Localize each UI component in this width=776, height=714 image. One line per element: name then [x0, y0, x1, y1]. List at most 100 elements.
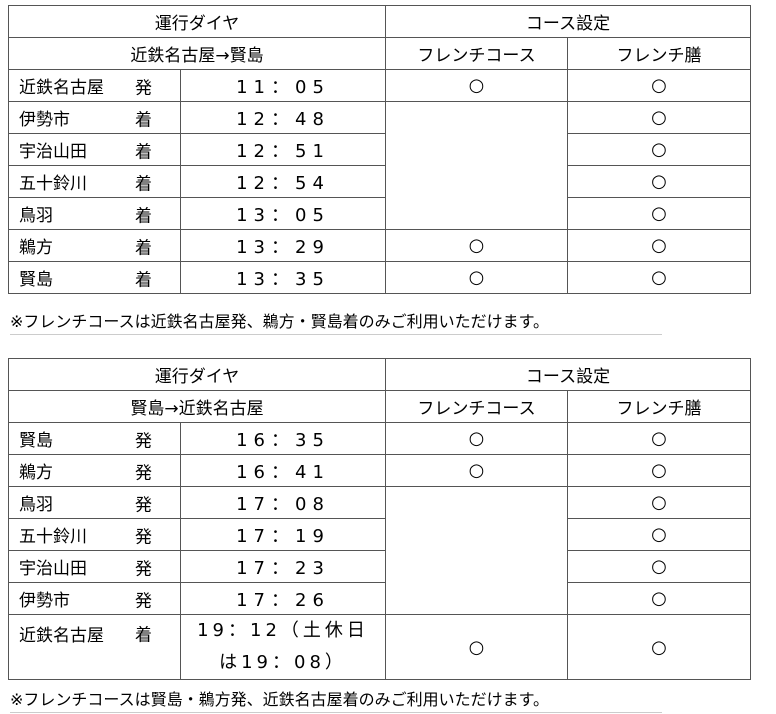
- time-cell: 17：19: [180, 518, 386, 551]
- course-cell: ○: [385, 422, 568, 455]
- arr-dep: 着: [135, 206, 152, 226]
- arr-dep: 発: [135, 591, 152, 611]
- time-cell: 12：51: [180, 133, 386, 166]
- arr-dep: 着: [135, 625, 152, 646]
- station-name: 伊勢市: [19, 110, 70, 130]
- table-row: 鵜方着 13：29 ○ ○: [8, 229, 751, 262]
- time-cell: 12：48: [180, 101, 386, 134]
- course-cell-empty: [385, 101, 568, 230]
- station-cell: 近鉄名古屋 着: [8, 614, 181, 680]
- table-row: 伊勢市 発 17：26 ○: [8, 582, 751, 615]
- time-cell: 19：12（土休日は19：08）: [180, 614, 386, 680]
- station-cell: 賢島 発: [8, 422, 181, 455]
- station-cell: 伊勢市 発: [8, 582, 181, 615]
- station-name: 鳥羽: [19, 206, 53, 226]
- station-name: 五十鈴川: [19, 527, 87, 547]
- station-name: 鵜方: [19, 463, 53, 483]
- course-cell: ○: [385, 69, 568, 102]
- station-name: 賢島: [19, 270, 53, 290]
- arr-dep: 発: [135, 463, 152, 483]
- station-cell: 近鉄名古屋 発: [8, 69, 181, 102]
- time-cell: 16：41: [180, 454, 386, 487]
- time-cell: 17：08: [180, 486, 386, 519]
- time-cell: 13：35: [180, 261, 386, 294]
- col-course: フレンチコース: [385, 390, 568, 423]
- header-schedule: 運行ダイヤ: [8, 5, 386, 38]
- header-course: コース設定: [385, 358, 751, 391]
- station-cell: 伊勢市 着: [8, 101, 181, 134]
- zen-cell: ○: [567, 197, 751, 230]
- arr-dep: 着: [135, 142, 152, 162]
- station-cell: 宇治山田 着: [8, 133, 181, 166]
- time-cell: 13：29: [180, 229, 386, 262]
- table-row: 鳥羽 着 13：05 ○: [8, 197, 751, 230]
- table-row: 賢島着 13：35 ○ ○: [8, 261, 751, 294]
- zen-cell: ○: [567, 454, 751, 487]
- time-cell: 17：26: [180, 582, 386, 615]
- course-cell: ○: [385, 261, 568, 294]
- arr-dep: 発: [135, 431, 152, 451]
- arr-dep: 発: [135, 559, 152, 579]
- station-name: 近鉄名古屋: [19, 78, 104, 98]
- station-cell: 鳥羽 着: [8, 197, 181, 230]
- station-name: 鳥羽: [19, 495, 53, 515]
- arr-dep: 着: [135, 174, 152, 194]
- time-cell: 11：05: [180, 69, 386, 102]
- station-cell: 五十鈴川 着: [8, 165, 181, 198]
- timetable-return: 運行ダイヤ コース設定 賢島→近鉄名古屋 フレンチコース フレンチ膳 賢島発 16：35…: [8, 358, 751, 680]
- zen-cell: ○: [567, 550, 751, 583]
- time-cell: 17：23: [180, 550, 386, 583]
- header-schedule: 運行ダイヤ: [8, 358, 386, 391]
- header-course: コース設定: [385, 5, 751, 38]
- col-course: フレンチコース: [385, 37, 568, 70]
- time-cell: 12：54: [180, 165, 386, 198]
- station-name: 宇治山田: [19, 142, 87, 162]
- time-cell: 16：35: [180, 422, 386, 455]
- arr-dep: 発: [135, 527, 152, 547]
- arr-dep: 着: [135, 270, 152, 290]
- note-outbound: ※フレンチコースは近鉄名古屋発、鵜方・賢島着のみご利用いただけます。: [10, 308, 662, 335]
- zen-cell: ○: [567, 582, 751, 615]
- zen-cell: ○: [567, 261, 751, 294]
- col-zen: フレンチ膳: [567, 37, 751, 70]
- table-row: 賢島発 16：35 ○ ○: [8, 422, 751, 455]
- course-cell: ○: [385, 614, 568, 680]
- zen-cell: ○: [567, 101, 751, 134]
- course-cell-empty: [385, 486, 568, 615]
- station-name: 鵜方: [19, 238, 53, 258]
- zen-cell: ○: [567, 133, 751, 166]
- zen-cell: ○: [567, 518, 751, 551]
- note-return: ※フレンチコースは賢島・鵜方発、近鉄名古屋着のみご利用いただけます。: [10, 686, 662, 713]
- zen-cell: ○: [567, 422, 751, 455]
- table-row: 宇治山田 着 12：51 ○: [8, 133, 751, 166]
- timetable-outbound: 運行ダイヤ コース設定 近鉄名古屋→賢島 フレンチコース フレンチ膳 近鉄名古屋 発 11…: [8, 5, 751, 294]
- station-cell: 五十鈴川 発: [8, 518, 181, 551]
- station-cell: 宇治山田 発: [8, 550, 181, 583]
- station-name: 宇治山田: [19, 559, 87, 579]
- header-direction: 近鉄名古屋→賢島: [8, 37, 386, 70]
- zen-cell: ○: [567, 229, 751, 262]
- table-row: 五十鈴川 発 17：19 ○: [8, 518, 751, 551]
- station-cell: 鳥羽 発: [8, 486, 181, 519]
- station-cell: 鵜方 着: [8, 229, 181, 262]
- table-row: 鵜方発 16：41 ○ ○: [8, 454, 751, 487]
- table-row: 近鉄名古屋着 19：12（土休日は19：08） ○ ○: [8, 614, 751, 680]
- table-row: 伊勢市着 12：48 ○: [8, 101, 751, 230]
- table-row: 鳥羽発 17：08 ○: [8, 486, 751, 615]
- course-cell: ○: [385, 454, 568, 487]
- station-cell: 鵜方 発: [8, 454, 181, 487]
- station-name: 近鉄名古屋: [19, 626, 104, 646]
- course-cell: ○: [385, 229, 568, 262]
- station-name: 賢島: [19, 431, 53, 451]
- station-cell: 賢島 着: [8, 261, 181, 294]
- zen-cell: ○: [567, 165, 751, 198]
- arr-dep: 着: [135, 238, 152, 258]
- table-row: 宇治山田 発 17：23 ○: [8, 550, 751, 583]
- arr-dep: 発: [135, 78, 152, 98]
- zen-cell: ○: [567, 69, 751, 102]
- arr-dep: 着: [135, 110, 152, 130]
- header-direction: 賢島→近鉄名古屋: [8, 390, 386, 423]
- arr-dep: 発: [135, 495, 152, 515]
- zen-cell: ○: [567, 614, 751, 680]
- col-zen: フレンチ膳: [567, 390, 751, 423]
